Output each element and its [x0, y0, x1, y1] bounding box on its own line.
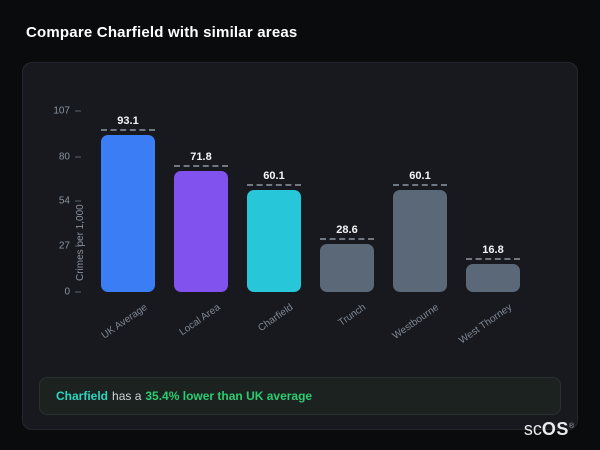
bar-value-label: 71.8	[190, 151, 212, 163]
chart-card: Crimes per 1,000 107 80 54 27 0 93.1 UK Avera…	[22, 62, 578, 430]
bar-top-dash	[393, 184, 447, 186]
page-title: Compare Charfield with similar areas	[26, 24, 298, 41]
bar-top-dash	[466, 258, 520, 260]
x-axis-label: Westbourne	[390, 302, 442, 342]
bar-west-thorney[interactable]	[466, 264, 520, 292]
bar-top-dash	[101, 129, 155, 131]
y-tick: 27	[59, 241, 81, 252]
x-axis-label: UK Average	[99, 302, 150, 342]
bar-value-label: 93.1	[117, 115, 139, 127]
y-tick-mark	[75, 200, 81, 202]
bar-top-dash	[174, 165, 228, 167]
summary-banner: Charfield has a 35.4% lower than UK aver…	[39, 377, 561, 415]
bar-charfield[interactable]	[247, 190, 301, 292]
bar-value-label: 16.8	[482, 244, 504, 256]
x-axis-label: Trunch	[336, 302, 369, 329]
bar-group: 93.1 UK Average	[99, 111, 155, 342]
y-tick-label: 54	[58, 195, 70, 207]
registered-mark-icon: ®	[568, 423, 574, 430]
bar-value-label: 60.1	[263, 170, 285, 182]
bar-group: 71.8 Local Area	[174, 111, 228, 338]
bar-group: 28.6 Trunch	[320, 111, 374, 329]
y-tick-label: 80	[58, 151, 70, 163]
x-axis-label: Local Area	[177, 302, 223, 339]
summary-area: Charfield	[56, 389, 109, 403]
y-tick-label: 27	[58, 240, 70, 252]
bar-local-area[interactable]	[174, 171, 228, 292]
y-tick: 0	[64, 287, 81, 298]
y-tick-mark	[75, 156, 81, 158]
bar-group: 16.8 West Thorney	[457, 111, 520, 347]
y-tick-mark	[75, 110, 81, 112]
summary-stat: 35.4% lower than UK average	[145, 389, 313, 403]
bar-westbourne[interactable]	[393, 190, 447, 292]
y-tick-mark	[75, 291, 81, 293]
y-tick-label: 107	[53, 105, 70, 117]
y-tick: 80	[59, 151, 81, 162]
bar-group: 60.1 Charfield	[247, 111, 301, 334]
x-axis-label: Charfield	[256, 302, 296, 334]
bar-trunch[interactable]	[320, 244, 374, 292]
bar-group: 60.1 Westbourne	[391, 111, 447, 342]
plot-area: 93.1 UK Average 71.8 Local Area 60.1 Charfiel…	[99, 111, 520, 347]
bar-top-dash	[320, 238, 374, 240]
scos-logo: scOS®	[524, 420, 574, 438]
bar-value-label: 60.1	[409, 170, 431, 182]
y-tick: 54	[59, 195, 81, 206]
y-tick-label: 0	[64, 286, 70, 298]
bar-value-label: 28.6	[336, 224, 358, 236]
bar-uk-average[interactable]	[101, 135, 155, 292]
x-axis-label: West Thorney	[457, 302, 515, 347]
y-tick: 107	[53, 106, 81, 117]
y-tick-mark	[75, 245, 81, 247]
summary-connector: has a	[112, 389, 142, 403]
logo-prefix: sc	[523, 419, 542, 439]
bar-chart: 107 80 54 27 0 93.1 UK Average 71.8 Local Area 6…	[53, 106, 537, 347]
logo-suffix: OS	[541, 419, 569, 439]
bar-top-dash	[247, 184, 301, 186]
